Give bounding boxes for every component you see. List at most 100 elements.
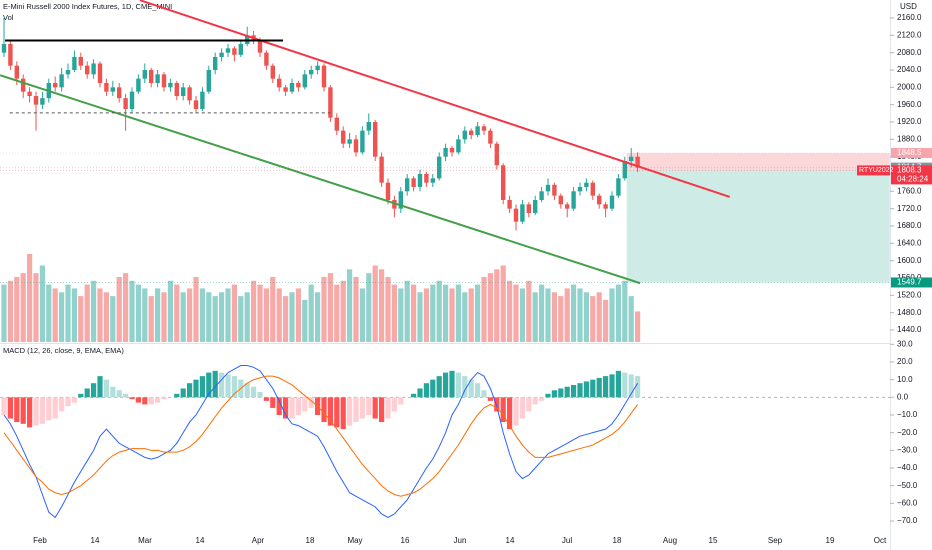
candle-body: [571, 191, 576, 209]
candle-body: [590, 182, 595, 196]
candle-body: [629, 156, 634, 161]
histogram-bar: [161, 397, 167, 400]
candle-body: [225, 48, 231, 53]
histogram-bar: [283, 397, 289, 419]
volume-bar: [468, 288, 474, 342]
volume-bar: [7, 280, 13, 342]
volume-bar: [500, 265, 506, 342]
candle-body: [264, 52, 269, 66]
candle-body: [40, 98, 45, 105]
candle-body: [494, 143, 499, 166]
volume-bar: [33, 273, 39, 342]
histogram-bar: [622, 372, 628, 398]
candle-body: [97, 63, 103, 83]
candle-body: [424, 174, 429, 183]
histogram-bar: [263, 397, 269, 401]
candle-body: [328, 87, 333, 118]
volume-bar: [187, 288, 193, 342]
y-tick-label: 1600.0: [897, 256, 922, 265]
histogram-bar: [257, 392, 263, 398]
candle-body: [603, 204, 608, 209]
histogram-bar: [206, 372, 212, 398]
histogram-bar: [276, 397, 282, 415]
volume-bar: [193, 276, 199, 342]
candle-body: [168, 83, 173, 88]
volume-bar: [615, 284, 621, 342]
x-tick-label: Feb: [33, 536, 47, 545]
volume-bar: [212, 296, 218, 342]
volume-bar: [295, 288, 301, 342]
histogram-bar: [199, 376, 205, 398]
candle-body: [622, 161, 627, 179]
histogram-bar: [33, 397, 39, 426]
x-tick-label: Jun: [454, 536, 467, 545]
candle-body: [398, 191, 403, 209]
chart-title: E-Mini Russell 2000 Index Futures, 1D, C…: [3, 2, 172, 11]
volume-bar: [231, 284, 237, 342]
candle-body: [200, 91, 205, 109]
histogram-bar: [295, 397, 301, 415]
volume-bar: [97, 288, 103, 342]
volume-bar: [475, 284, 481, 342]
volume-bar: [353, 276, 359, 342]
trend-line: [0, 74, 641, 285]
volume-bar: [103, 292, 109, 342]
candle-body: [513, 208, 519, 222]
histogram-bar: [494, 397, 500, 412]
x-tick-label: 18: [613, 536, 622, 545]
candle-body: [616, 178, 621, 196]
candle-body: [552, 184, 557, 196]
histogram-bar: [334, 397, 340, 428]
histogram-bar: [596, 377, 602, 398]
volume-bar: [315, 292, 321, 342]
histogram-bar: [78, 393, 84, 398]
candle-body: [104, 83, 109, 92]
volume-bar: [110, 296, 116, 342]
volume-bar: [340, 280, 346, 342]
candle-body: [533, 200, 538, 213]
histogram-bar: [379, 397, 385, 423]
candle-body: [584, 182, 589, 187]
histogram-bar: [103, 379, 109, 398]
histogram-bar: [142, 397, 148, 405]
volume-bar: [167, 280, 173, 342]
volume-bar: [455, 284, 461, 342]
y-tick-label: 2000.0: [897, 82, 922, 91]
y-tick-label: −10.0: [897, 410, 918, 419]
volume-bar: [71, 288, 77, 342]
histogram-bar: [468, 379, 474, 398]
volume-bar: [1, 284, 7, 342]
x-tick-label: Mar: [138, 536, 152, 545]
candle-body: [456, 139, 461, 153]
candle-body: [85, 65, 90, 75]
histogram-bar: [123, 393, 129, 398]
histogram-bar: [487, 397, 493, 401]
y-tick-label: −40.0: [897, 463, 918, 472]
volume-bar: [577, 288, 583, 342]
candle-body: [289, 83, 295, 92]
candle-body: [321, 65, 327, 88]
candle-body: [597, 195, 602, 205]
y-tick-label: −60.0: [897, 498, 918, 507]
x-tick-label: 16: [401, 536, 410, 545]
candle-body: [193, 100, 199, 109]
candle-body: [33, 96, 39, 105]
candle-body: [270, 65, 275, 79]
volume-bar: [411, 284, 417, 342]
volume-bar: [628, 296, 634, 342]
candle-body: [53, 83, 58, 88]
volume-bar: [545, 288, 551, 342]
histogram-bar: [52, 397, 58, 419]
histogram-bar: [359, 397, 365, 419]
candle-body: [14, 65, 19, 79]
histogram-bar: [590, 379, 596, 398]
histogram-bar: [513, 397, 519, 426]
volume-bar: [583, 292, 589, 342]
histogram-bar: [366, 397, 372, 415]
histogram-bar: [187, 383, 193, 398]
volume-bar: [436, 280, 442, 342]
x-tick-label: Aug: [663, 536, 677, 545]
histogram-bar: [270, 397, 276, 408]
y-tick-label: 0.0: [897, 392, 909, 401]
volume-bar: [596, 292, 602, 342]
